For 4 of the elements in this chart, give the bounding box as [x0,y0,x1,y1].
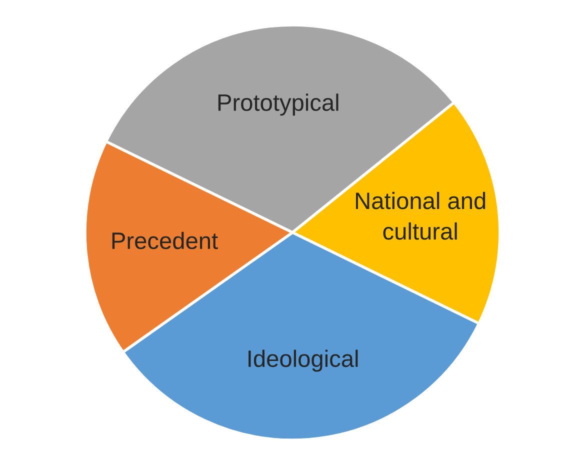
slice-label: Prototypical [218,94,338,116]
slice-label: Precedent [112,232,218,250]
slice-label: National and cultural [356,192,486,240]
slice-label: Ideological [248,350,358,372]
